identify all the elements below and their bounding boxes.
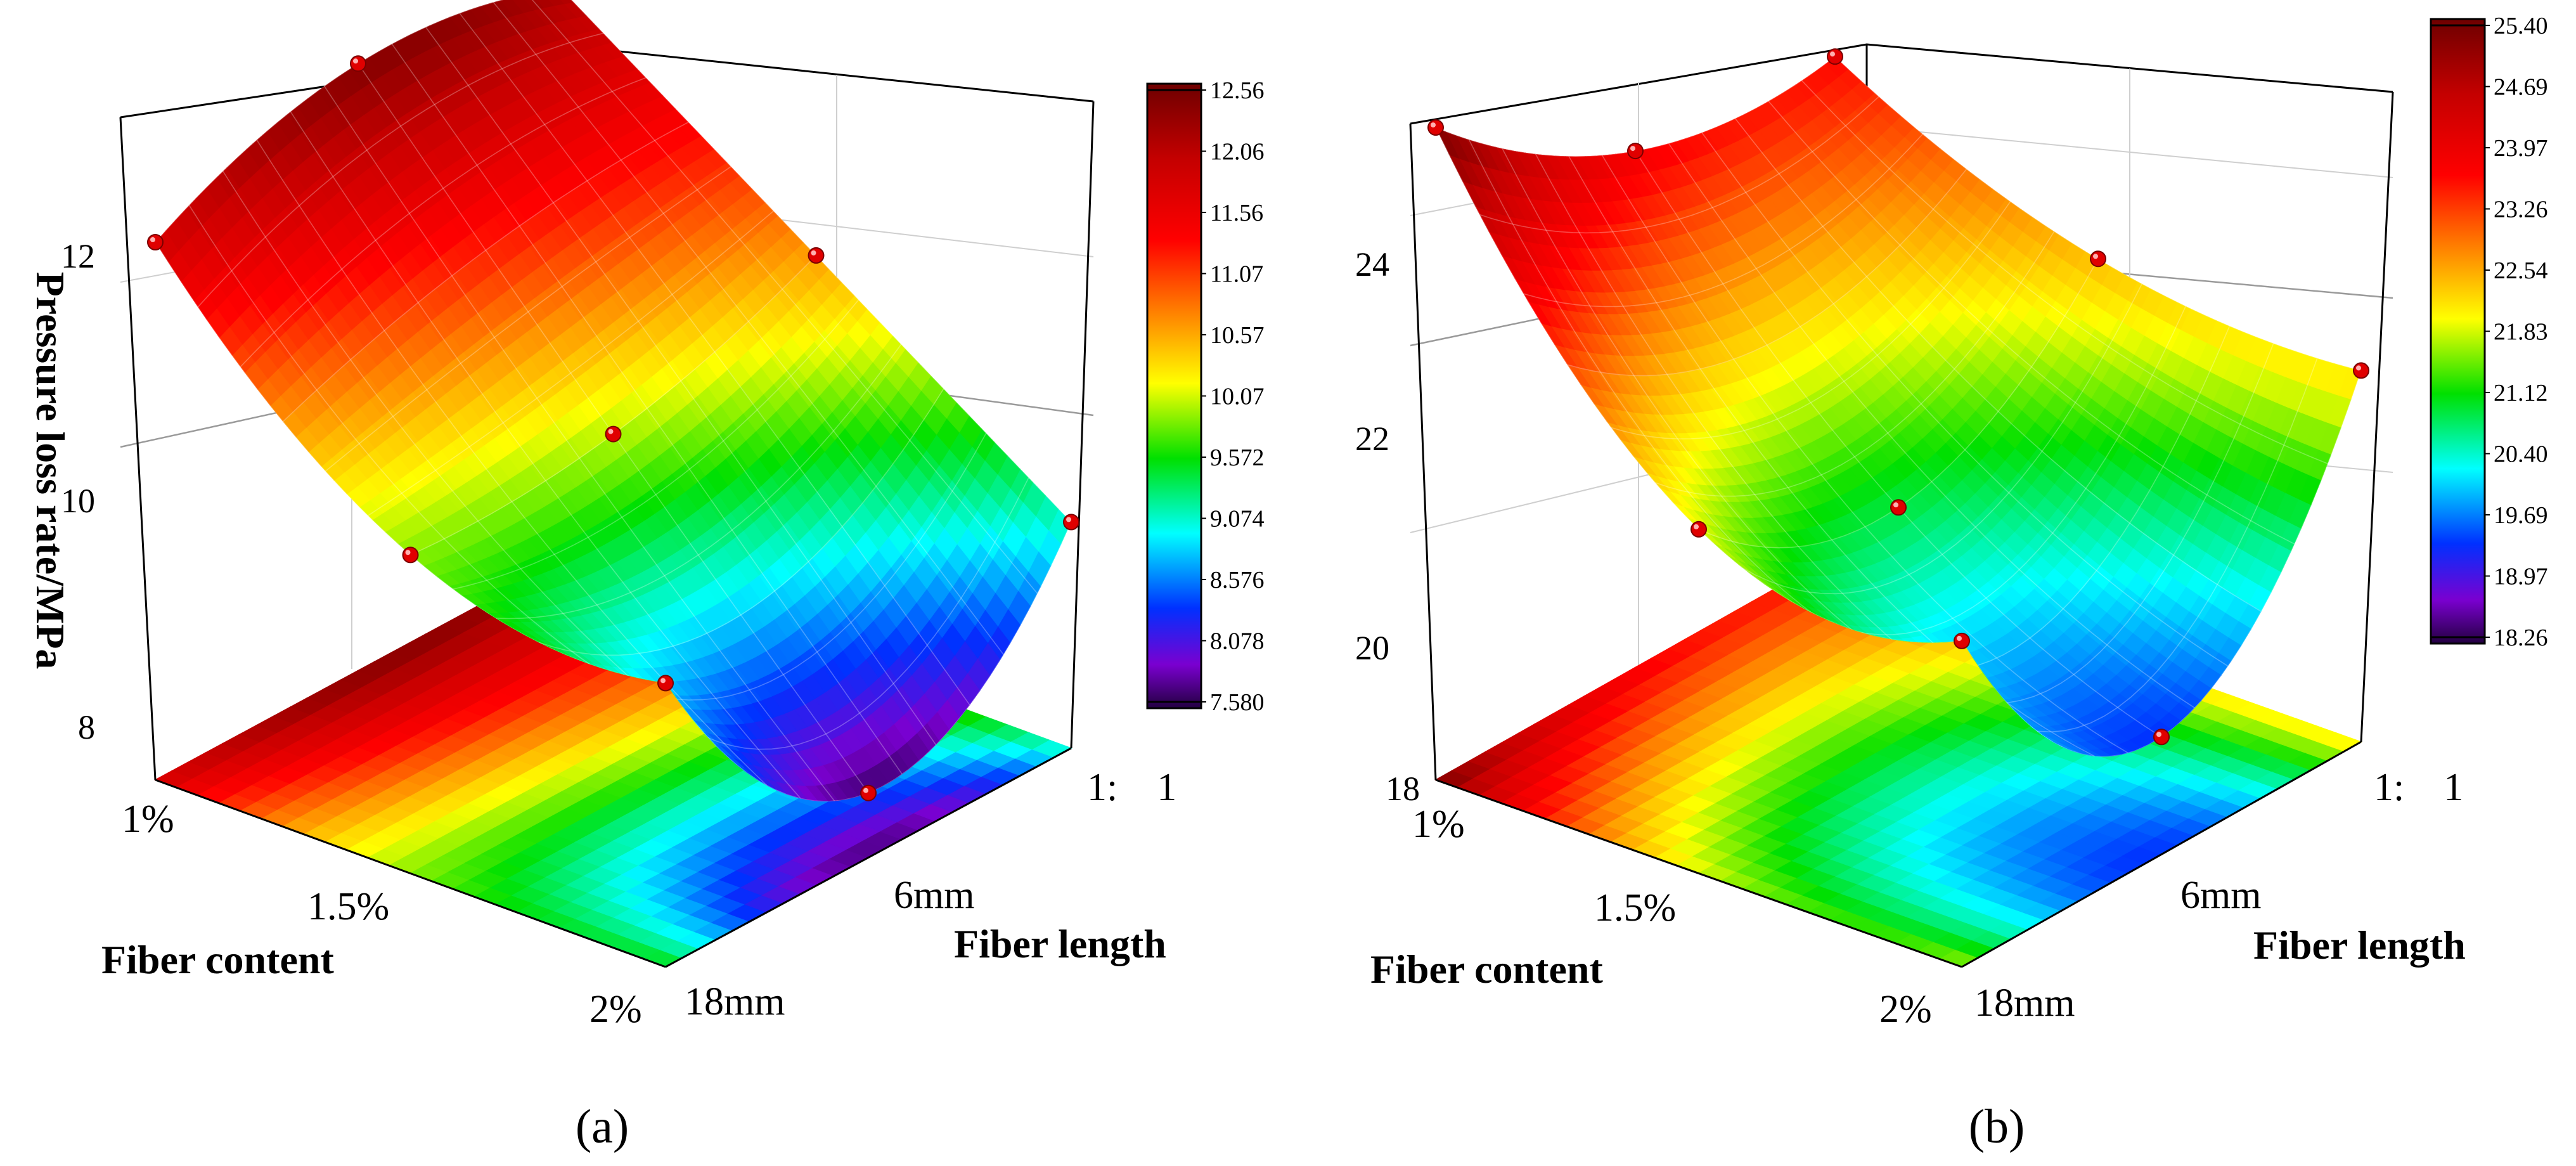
design-point-highlight bbox=[1431, 122, 1436, 128]
colorbar-tick-label: 21.83 bbox=[2494, 319, 2548, 346]
fiber-content-tick: 1.5% bbox=[307, 885, 389, 928]
design-point bbox=[1954, 632, 1970, 649]
design-point bbox=[1690, 521, 1707, 538]
response-surface-a bbox=[155, 0, 1071, 802]
colorbar-tick-label: 18.26 bbox=[2494, 625, 2548, 651]
design-point bbox=[1427, 119, 1444, 136]
design-point bbox=[657, 675, 674, 692]
colorbar-tick-label: 23.97 bbox=[2494, 135, 2548, 162]
colorbar-tick-label: 10.07 bbox=[1210, 384, 1265, 410]
design-point-highlight bbox=[1694, 524, 1699, 529]
design-point bbox=[605, 425, 622, 443]
fiber-length-tick: 18mm bbox=[685, 980, 785, 1023]
colorbar-tick-label: 25.40 bbox=[2494, 13, 2548, 39]
colorbar-tick-label: 23.26 bbox=[2494, 197, 2548, 223]
colorbar-tick-label: 21.12 bbox=[2494, 380, 2548, 406]
design-point bbox=[350, 55, 366, 72]
fiber-length-tick: 6mm bbox=[894, 874, 974, 917]
design-point-highlight bbox=[405, 550, 411, 555]
design-point-highlight bbox=[1957, 635, 1962, 641]
z-tick: 22 bbox=[1355, 420, 1389, 458]
colorbar-tick-label: 9.572 bbox=[1210, 444, 1265, 471]
design-point-highlight bbox=[2356, 365, 2361, 371]
design-point bbox=[1063, 514, 1079, 531]
design-point bbox=[1827, 48, 1843, 65]
colorbar-a: 12.56 12.06 11.56 11.07 10.57 10.07 9.572 9.074… bbox=[1146, 77, 1265, 716]
fiber-length-tick: 1: 1 bbox=[2374, 766, 2463, 809]
colorbar-tick-label: 8.078 bbox=[1210, 628, 1265, 655]
colorbar-tick-label: 9.074 bbox=[1210, 506, 1265, 533]
z-tick: 12 bbox=[61, 237, 95, 275]
surface-patch bbox=[550, 0, 575, 4]
colorbar-scale-b bbox=[2430, 18, 2486, 645]
design-point bbox=[808, 247, 825, 264]
z-tick: 18 bbox=[1386, 770, 1420, 808]
design-point-highlight bbox=[608, 429, 614, 434]
fiber-content-tick: 2% bbox=[1879, 988, 1932, 1031]
fiber-length-label-b: Fiber length bbox=[2253, 923, 2466, 968]
design-point bbox=[860, 784, 877, 801]
colorbar-scale-a bbox=[1146, 82, 1202, 709]
colorbar-tick-label: 24.69 bbox=[2494, 74, 2548, 101]
design-point-highlight bbox=[1066, 517, 1071, 522]
fiber-content-tick: 1% bbox=[1412, 803, 1465, 846]
design-point-highlight bbox=[1630, 146, 1635, 152]
colorbar-tick-label: 22.54 bbox=[2494, 257, 2548, 284]
colorbar-tick-label: 7.580 bbox=[1210, 689, 1265, 716]
fiber-length-tick: 1: 1 bbox=[1087, 766, 1176, 809]
design-point-highlight bbox=[863, 787, 868, 793]
colorbar-tick-label: 20.40 bbox=[2494, 441, 2548, 468]
design-point-highlight bbox=[1830, 51, 1835, 57]
fiber-content-tick: 2% bbox=[589, 988, 642, 1031]
y-axis-title-a: Pressure loss rate/MPa bbox=[28, 272, 73, 670]
colorbar-tick-label: 12.06 bbox=[1210, 139, 1265, 165]
panel-label-a: (a) bbox=[576, 1100, 629, 1153]
z-tick: 24 bbox=[1355, 245, 1389, 283]
fiber-length-label-a: Fiber length bbox=[954, 921, 1166, 966]
colorbar-tick-label: 11.07 bbox=[1210, 261, 1263, 288]
design-point bbox=[1627, 143, 1644, 160]
colorbar-tick-label: 12.56 bbox=[1210, 77, 1265, 104]
design-point-highlight bbox=[2156, 732, 2161, 737]
design-point-highlight bbox=[811, 250, 816, 256]
colorbar-tick-label: 18.97 bbox=[2494, 564, 2548, 590]
fiber-length-tick: 6mm bbox=[2180, 874, 2261, 917]
colorbar-tick-label: 10.57 bbox=[1210, 322, 1265, 349]
fiber-length-tick: 18mm bbox=[1974, 981, 2075, 1025]
design-point bbox=[2090, 250, 2106, 268]
fiber-content-label-a: Fiber content bbox=[101, 937, 334, 982]
colorbar-tick-label: 11.56 bbox=[1210, 200, 1263, 226]
design-point bbox=[402, 547, 419, 564]
panel-b: 18 20 22 24 1% 1.5% 2% Fiber content 1: … bbox=[1355, 13, 2548, 1153]
colorbar-b: 25.40 24.69 23.97 23.26 22.54 21.83 21.12 20.40… bbox=[2430, 13, 2548, 651]
design-point-highlight bbox=[2093, 254, 2098, 259]
fiber-content-tick: 1.5% bbox=[1594, 886, 1676, 930]
design-point-highlight bbox=[353, 58, 358, 64]
z-ticks-b: 18 20 22 24 bbox=[1355, 245, 1420, 808]
design-point-highlight bbox=[1893, 502, 1898, 508]
z-tick: 20 bbox=[1355, 629, 1389, 667]
fiber-content-label-b: Fiber content bbox=[1370, 947, 1603, 992]
panel-label-b: (b) bbox=[1969, 1100, 2025, 1153]
panel-a: 8 10 12 Pressure loss rate/MPa 1% 1.5% 2… bbox=[28, 0, 1265, 1153]
design-point bbox=[2153, 729, 2170, 746]
colorbar-tick-label: 19.69 bbox=[2494, 502, 2548, 529]
fiber-content-tick: 1% bbox=[122, 798, 174, 841]
design-point-highlight bbox=[660, 678, 666, 683]
design-point bbox=[147, 234, 164, 250]
colorbar-tick-label: 8.576 bbox=[1210, 567, 1265, 593]
design-point bbox=[2353, 362, 2369, 379]
design-point-highlight bbox=[150, 237, 155, 242]
design-point bbox=[1890, 499, 1907, 516]
z-tick: 8 bbox=[78, 708, 95, 746]
